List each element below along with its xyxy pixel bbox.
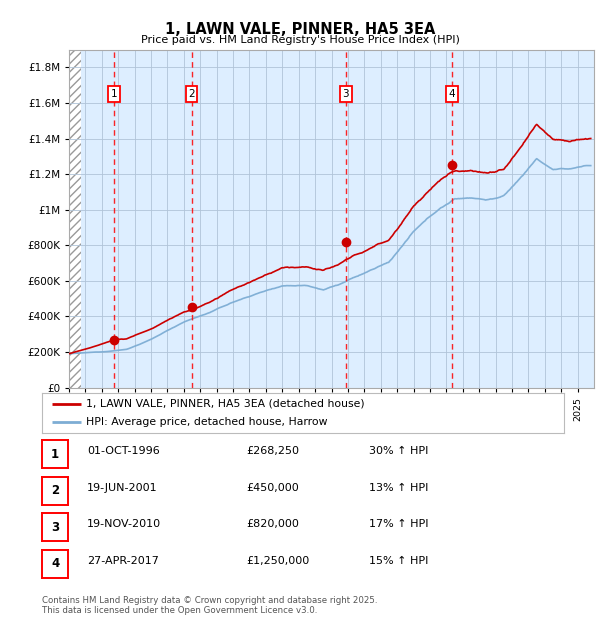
Text: 15% ↑ HPI: 15% ↑ HPI <box>369 556 428 566</box>
Text: £1,250,000: £1,250,000 <box>246 556 309 566</box>
Text: 1, LAWN VALE, PINNER, HA5 3EA: 1, LAWN VALE, PINNER, HA5 3EA <box>165 22 435 37</box>
Text: 4: 4 <box>51 557 59 570</box>
Text: 3: 3 <box>343 89 349 99</box>
Text: 01-OCT-1996: 01-OCT-1996 <box>87 446 160 456</box>
Text: Price paid vs. HM Land Registry's House Price Index (HPI): Price paid vs. HM Land Registry's House … <box>140 35 460 45</box>
Text: 19-NOV-2010: 19-NOV-2010 <box>87 519 161 529</box>
Text: £268,250: £268,250 <box>246 446 299 456</box>
Text: 30% ↑ HPI: 30% ↑ HPI <box>369 446 428 456</box>
Text: HPI: Average price, detached house, Harrow: HPI: Average price, detached house, Harr… <box>86 417 328 427</box>
Text: 17% ↑ HPI: 17% ↑ HPI <box>369 519 428 529</box>
Text: 1, LAWN VALE, PINNER, HA5 3EA (detached house): 1, LAWN VALE, PINNER, HA5 3EA (detached … <box>86 399 365 409</box>
Text: 2: 2 <box>188 89 195 99</box>
Text: 13% ↑ HPI: 13% ↑ HPI <box>369 482 428 493</box>
Text: 19-JUN-2001: 19-JUN-2001 <box>87 482 158 493</box>
Text: £820,000: £820,000 <box>246 519 299 529</box>
Text: 4: 4 <box>448 89 455 99</box>
Text: 1: 1 <box>51 448 59 461</box>
Text: 1: 1 <box>111 89 118 99</box>
Text: 27-APR-2017: 27-APR-2017 <box>87 556 159 566</box>
Text: 2: 2 <box>51 484 59 497</box>
Text: Contains HM Land Registry data © Crown copyright and database right 2025.
This d: Contains HM Land Registry data © Crown c… <box>42 596 377 615</box>
Text: 3: 3 <box>51 521 59 534</box>
Text: £450,000: £450,000 <box>246 482 299 493</box>
